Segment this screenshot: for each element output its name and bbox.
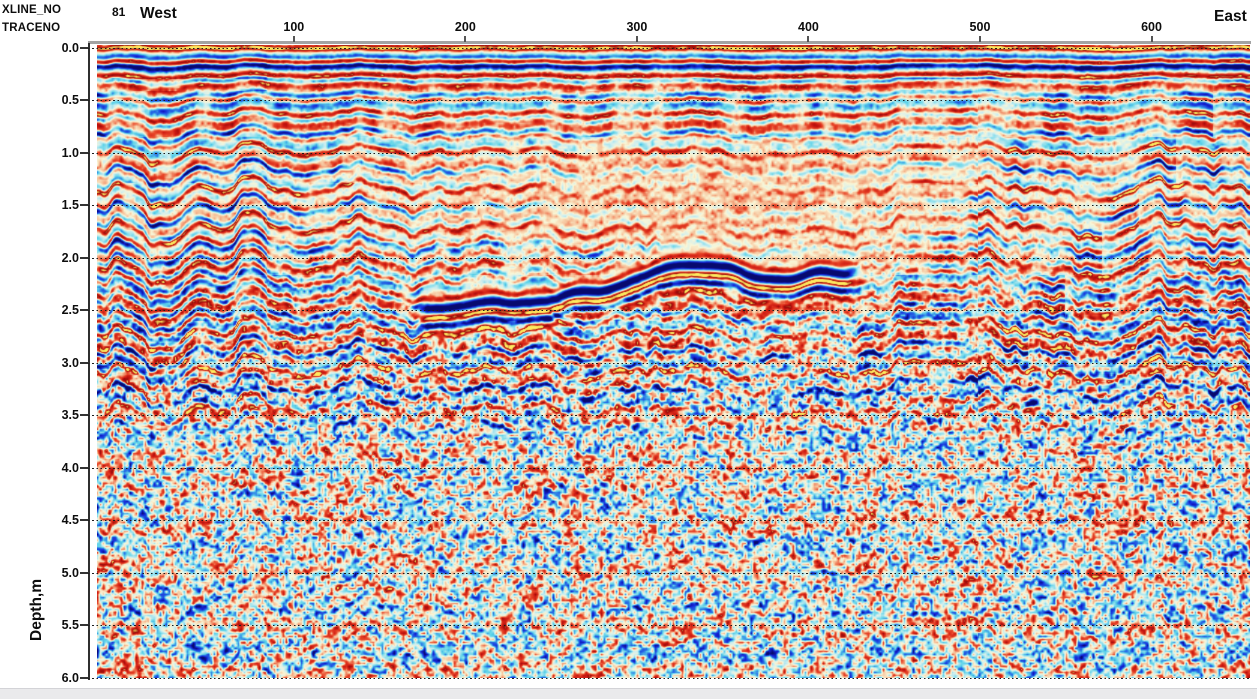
depth-tick-label: 5.0 <box>61 565 79 580</box>
depth-tick-mark <box>80 46 88 49</box>
depth-gridline <box>88 257 1251 259</box>
depth-tick-label: 0.0 <box>61 40 79 55</box>
trace-tick-label: 400 <box>798 20 819 34</box>
depth-gridline <box>88 572 1251 574</box>
depth-tick-mark <box>80 361 88 364</box>
trace-tick-mark <box>464 36 467 42</box>
trace-tick-mark <box>1150 36 1153 42</box>
window-bottom-scrollbar[interactable] <box>0 688 1257 699</box>
depth-tick-label: 2.5 <box>61 303 79 318</box>
depth-tick-mark <box>80 151 88 154</box>
depth-tick-label: 4.0 <box>61 460 79 475</box>
xline-no-label: XLINE_NO <box>2 4 62 16</box>
depth-gridline <box>88 100 1251 102</box>
depth-tick-mark <box>80 99 88 102</box>
trace-tick-label: 100 <box>283 20 305 34</box>
depth-gridline <box>88 467 1251 469</box>
xline-no-value: 81 <box>112 5 126 19</box>
trace-tick-label: 600 <box>1141 20 1162 34</box>
trace-tick-mark <box>635 36 638 42</box>
depth-tick-label: 3.0 <box>61 355 79 370</box>
depth-tick-mark <box>80 624 88 627</box>
depth-axis-title: Depth,m <box>28 579 45 641</box>
depth-tick-label: 1.0 <box>61 145 79 160</box>
depth-tick-label: 6.0 <box>61 671 79 686</box>
trace-tick-label: 500 <box>969 20 991 34</box>
depth-tick-label: 1.5 <box>61 198 79 213</box>
depth-gridline <box>88 205 1251 207</box>
trace-tick-label: 200 <box>454 20 476 34</box>
depth-tick-mark <box>80 309 88 312</box>
depth-tick-mark <box>80 519 88 522</box>
depth-gridline <box>88 152 1251 154</box>
traceno-label: TRACENO <box>2 22 61 34</box>
depth-gridline <box>88 678 1251 680</box>
depth-tick-mark <box>80 571 88 574</box>
depth-tick-label: 2.0 <box>61 250 79 265</box>
trace-tick-mark <box>978 36 981 42</box>
trace-tick-label: 300 <box>626 20 648 34</box>
depth-tick-mark <box>80 256 88 259</box>
depth-tick-mark <box>80 204 88 207</box>
seismic-section-image[interactable] <box>97 45 1250 678</box>
depth-axis-line <box>88 43 90 680</box>
depth-tick-label: 4.5 <box>61 513 79 528</box>
depth-gridline <box>88 47 1251 49</box>
depth-tick-label: 0.5 <box>61 93 79 108</box>
depth-tick-mark <box>80 677 88 680</box>
depth-tick-mark <box>80 466 88 469</box>
depth-tick-label: 5.5 <box>61 618 79 633</box>
trace-axis-line <box>88 41 1251 44</box>
depth-tick-label: 3.5 <box>61 408 79 423</box>
trace-tick-mark <box>292 36 295 42</box>
depth-gridline <box>88 362 1251 364</box>
depth-gridline <box>88 310 1251 312</box>
depth-gridline <box>88 415 1251 417</box>
depth-tick-mark <box>80 414 88 417</box>
depth-gridline <box>88 520 1251 522</box>
trace-tick-mark <box>807 36 810 42</box>
east-label: East <box>1214 8 1247 25</box>
depth-gridline <box>88 625 1251 627</box>
west-label: West <box>140 5 177 22</box>
